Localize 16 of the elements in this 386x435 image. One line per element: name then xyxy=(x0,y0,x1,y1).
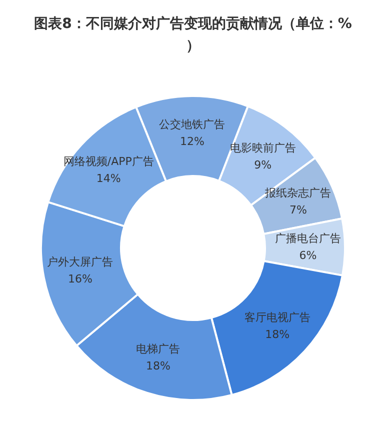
data-label: 16% xyxy=(68,272,92,286)
data-label: 14% xyxy=(96,172,121,185)
data-label: 7% xyxy=(289,204,307,217)
slice-label: 电影映前广告 xyxy=(230,142,296,155)
slice-label: 户外大屏广告 xyxy=(47,255,114,268)
slice-label: 公交地铁广告 xyxy=(159,118,226,132)
chart-title: 图表8：不同媒介对广告变现的贡献情况（单位：%） xyxy=(34,15,352,54)
data-label: 18% xyxy=(265,328,290,342)
slice-label: 客厅电视广告 xyxy=(244,311,310,324)
data-label: 18% xyxy=(146,360,170,373)
slice-label: 电梯广告 xyxy=(136,342,180,356)
data-label: 12% xyxy=(180,135,204,148)
data-label: 9% xyxy=(254,158,272,172)
slice-label: 广播电台广告 xyxy=(274,232,341,246)
data-label: 6% xyxy=(299,249,317,262)
slice-label: 报纸杂志广告 xyxy=(264,186,332,200)
